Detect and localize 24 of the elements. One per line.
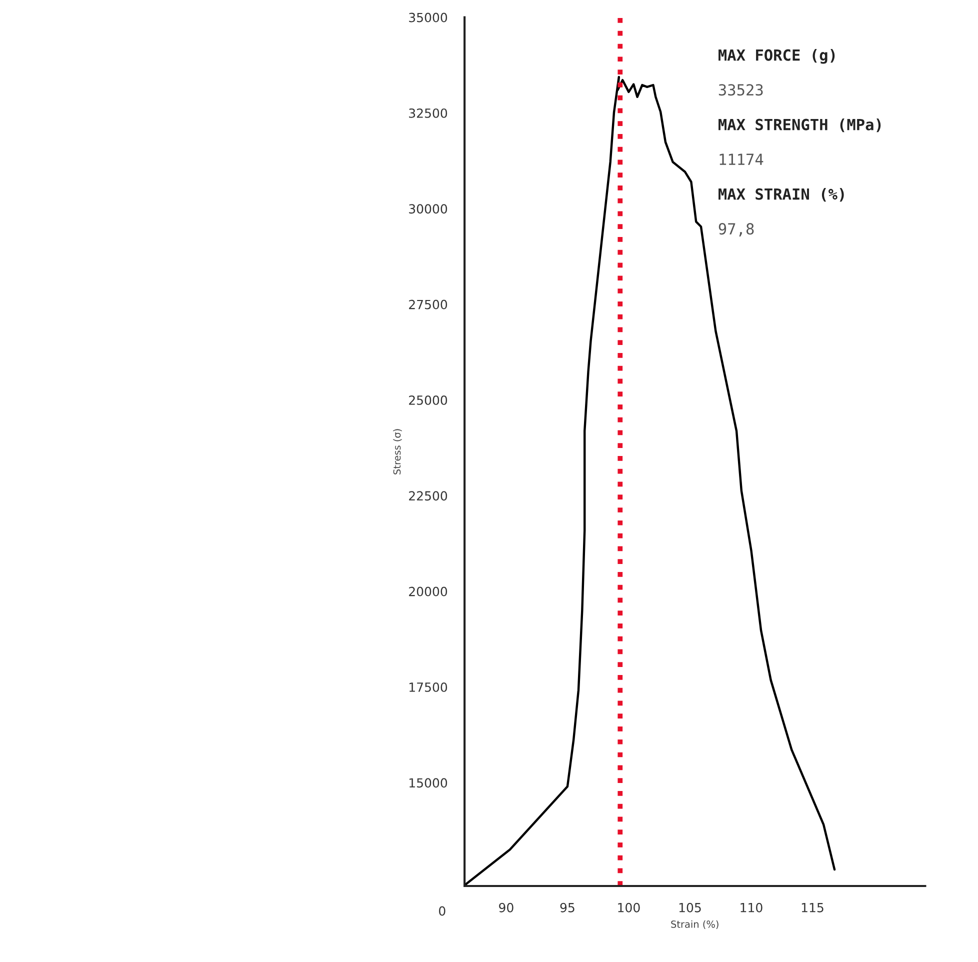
x-tick-label: 115 bbox=[802, 903, 824, 912]
x-tick-label: 90 bbox=[499, 902, 514, 912]
x-tick-label: 105 bbox=[679, 902, 701, 912]
x-tick-label: 100 bbox=[618, 902, 640, 912]
annotation: 11174 bbox=[720, 154, 764, 165]
y-axis-title: Stress (σ) bbox=[393, 429, 402, 474]
text: 0 bbox=[438, 906, 446, 916]
y-tick-label: 27500 bbox=[409, 300, 448, 310]
y-tick-label: 32500 bbox=[409, 108, 448, 118]
y-tick-label: 25000 bbox=[409, 395, 448, 405]
annotation: MAX STRAIN (%) bbox=[718, 188, 844, 202]
y-tick-label: 35000 bbox=[409, 12, 448, 22]
x-tick-label: 95 bbox=[560, 902, 574, 912]
y-tick-label: 15000 bbox=[409, 778, 448, 788]
y-tick-label: 20000 bbox=[409, 586, 448, 596]
x-axis-title: Strain (%) bbox=[671, 920, 718, 929]
annotation: MAX FORCE (g) bbox=[718, 49, 835, 64]
annotation: 33523 bbox=[718, 84, 763, 96]
y-tick-label: 30000 bbox=[409, 204, 448, 214]
annotation: MAX STRENGTH (MPa) bbox=[718, 118, 881, 132]
x-tick-label: 110 bbox=[740, 902, 762, 912]
y-tick-label: 22500 bbox=[409, 491, 448, 501]
annotation: 97,8 bbox=[718, 223, 754, 237]
y-tick-label: 17500 bbox=[409, 682, 448, 692]
